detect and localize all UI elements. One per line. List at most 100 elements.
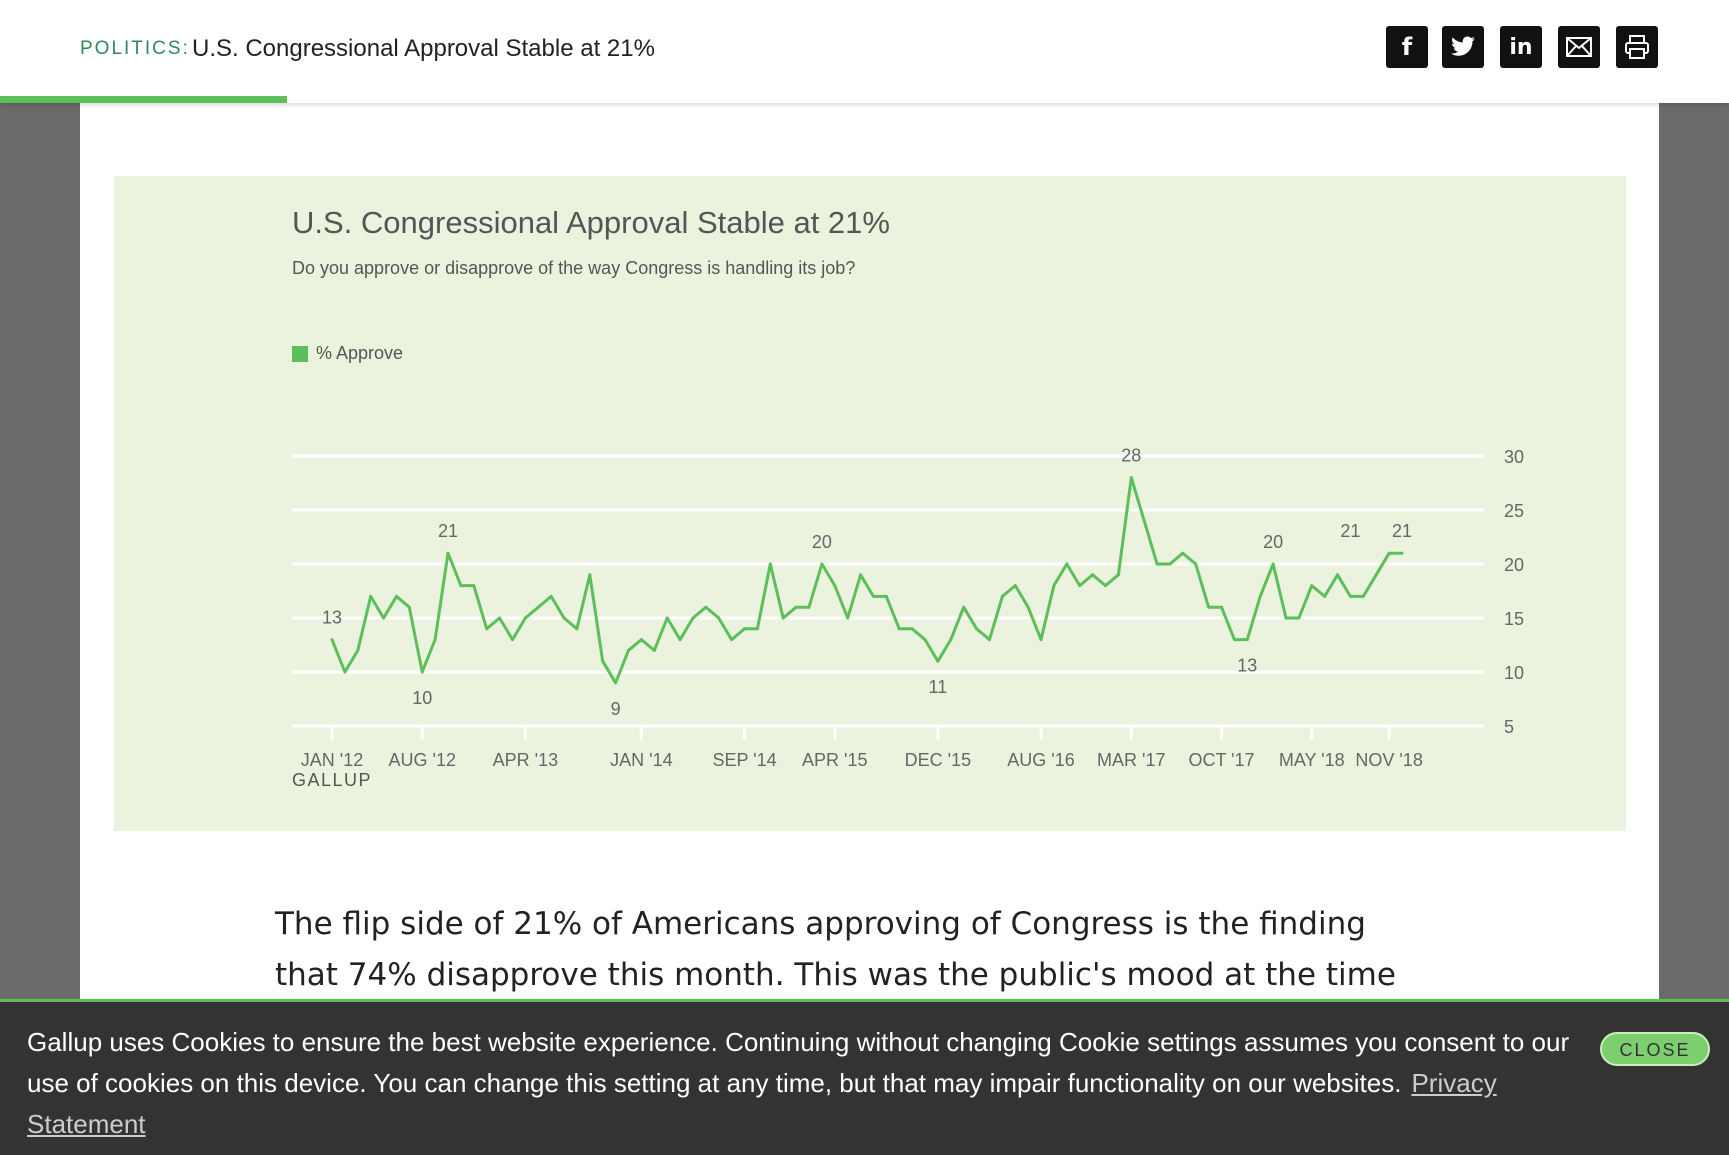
y-tick-label: 5 — [1504, 717, 1514, 737]
data-point — [1297, 616, 1301, 620]
data-point — [859, 573, 863, 577]
email-icon[interactable] — [1558, 26, 1600, 68]
y-tick-label: 30 — [1504, 447, 1524, 467]
x-tick-label: OCT '17 — [1188, 750, 1254, 770]
x-tick-label: APR '15 — [802, 750, 867, 770]
data-point — [1374, 573, 1378, 577]
chart-source: GALLUP — [292, 770, 373, 790]
data-point — [1013, 584, 1017, 588]
data-point — [1361, 594, 1365, 598]
data-point — [420, 670, 424, 674]
data-point — [691, 616, 695, 620]
data-point — [1078, 584, 1082, 588]
twitter-icon[interactable] — [1442, 26, 1484, 68]
x-tick-label: APR '13 — [493, 750, 558, 770]
data-point — [652, 648, 656, 652]
data-point — [1245, 638, 1249, 642]
data-point — [820, 562, 824, 566]
data-point — [768, 562, 772, 566]
data-label: 21 — [438, 521, 458, 541]
data-point — [1168, 562, 1172, 566]
cookie-text: Gallup uses Cookies to ensure the best w… — [27, 1022, 1587, 1145]
x-tick-label: JAN '14 — [610, 750, 672, 770]
data-point — [1232, 638, 1236, 642]
data-point — [369, 594, 373, 598]
header-title: U.S. Congressional Approval Stable at 21… — [192, 35, 655, 62]
data-point — [936, 659, 940, 663]
x-tick-label: AUG '16 — [1007, 750, 1074, 770]
data-point — [962, 605, 966, 609]
chart-title: U.S. Congressional Approval Stable at 21… — [292, 205, 890, 240]
data-point — [1258, 594, 1262, 598]
data-point — [394, 594, 398, 598]
legend-swatch — [292, 345, 308, 362]
data-point — [1284, 616, 1288, 620]
x-tick-label: SEP '14 — [712, 750, 776, 770]
data-point — [601, 659, 605, 663]
data-point — [665, 616, 669, 620]
data-point — [498, 616, 502, 620]
print-icon[interactable] — [1616, 26, 1658, 68]
x-tick-label: NOV '18 — [1355, 750, 1422, 770]
data-point — [1271, 562, 1275, 566]
data-point — [459, 584, 463, 588]
data-point — [549, 594, 553, 598]
data-point — [704, 605, 708, 609]
data-point — [523, 616, 527, 620]
top-bar: POLITICS: U.S. Congressional Approval St… — [0, 0, 1729, 103]
series-line-approve — [330, 476, 1402, 685]
data-point — [717, 616, 721, 620]
data-label: 28 — [1121, 446, 1141, 466]
data-point — [781, 616, 785, 620]
data-point — [639, 638, 643, 642]
x-tick-label: AUG '12 — [389, 750, 456, 770]
data-point — [407, 605, 411, 609]
data-point — [1181, 551, 1185, 555]
data-point — [987, 638, 991, 642]
data-point — [1000, 594, 1004, 598]
data-point — [1065, 562, 1069, 566]
data-point — [1400, 551, 1404, 555]
y-tick-label: 15 — [1504, 609, 1524, 629]
data-point — [923, 638, 927, 642]
data-point — [330, 638, 334, 642]
data-point — [1220, 605, 1224, 609]
facebook-icon[interactable]: f — [1386, 26, 1428, 68]
data-point — [871, 594, 875, 598]
data-point — [1142, 519, 1146, 523]
data-point — [1091, 573, 1095, 577]
y-tick-label: 20 — [1504, 555, 1524, 575]
section-label[interactable]: POLITICS: — [80, 38, 190, 59]
y-tick-label: 25 — [1504, 501, 1524, 521]
data-point — [1207, 605, 1211, 609]
legend-label: % Approve — [316, 343, 404, 363]
data-label: 21 — [1392, 521, 1412, 541]
data-point — [975, 627, 979, 631]
data-point — [1387, 551, 1391, 555]
data-point — [678, 638, 682, 642]
privacy-statement-link[interactable]: Privacy Statement — [27, 1068, 1497, 1139]
data-point — [510, 638, 514, 642]
linkedin-icon[interactable]: in — [1500, 26, 1542, 68]
data-label: 21 — [1340, 521, 1360, 541]
cookie-message: Gallup uses Cookies to ensure the best w… — [27, 1027, 1570, 1098]
data-point — [588, 573, 592, 577]
x-tick-label: DEC '15 — [905, 750, 971, 770]
data-point — [755, 627, 759, 631]
data-point — [1103, 584, 1107, 588]
close-button[interactable]: CLOSE — [1600, 1032, 1710, 1066]
data-point — [1155, 562, 1159, 566]
data-point — [575, 627, 579, 631]
reading-progress-bar — [0, 96, 287, 103]
data-point — [1026, 605, 1030, 609]
data-label: 20 — [812, 532, 832, 552]
data-label: 9 — [611, 699, 621, 719]
data-point — [1039, 638, 1043, 642]
data-point — [949, 638, 953, 642]
data-point — [1052, 584, 1056, 588]
data-point — [627, 648, 631, 652]
data-point — [1310, 584, 1314, 588]
article-column: U.S. Congressional Approval Stable at 21… — [80, 103, 1659, 1152]
data-point — [1336, 573, 1340, 577]
data-label: 11 — [929, 677, 948, 697]
